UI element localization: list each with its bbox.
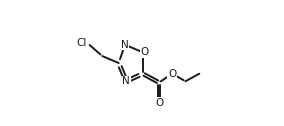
Text: O: O bbox=[141, 47, 149, 57]
Text: Cl: Cl bbox=[76, 38, 87, 49]
Text: N: N bbox=[121, 40, 129, 50]
Text: O: O bbox=[155, 98, 163, 108]
Text: N: N bbox=[122, 76, 130, 86]
Text: O: O bbox=[168, 69, 176, 79]
